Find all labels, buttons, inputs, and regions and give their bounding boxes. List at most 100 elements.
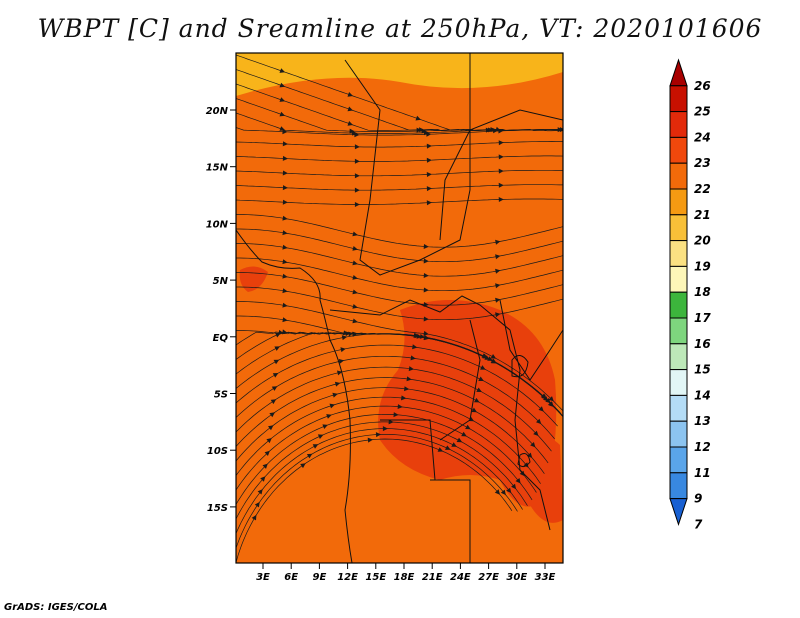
streamline: [236, 98, 562, 132]
streamline-arrow: [282, 230, 288, 236]
streamline-arrow: [352, 260, 358, 266]
map-area: [236, 53, 563, 563]
streamline-arrow: [354, 202, 360, 207]
streamline-arrow: [317, 434, 324, 439]
streamline-arrow: [413, 332, 419, 338]
streamline-arrow: [282, 141, 288, 147]
streamline: [236, 333, 561, 414]
streamline-arrow: [382, 426, 388, 432]
map-title: WBPT [C] and Sreamline at 250hPa, VT: 20…: [37, 14, 763, 43]
streamline-arrow: [538, 406, 544, 412]
streamline-arrow: [274, 346, 280, 351]
streamline: [236, 286, 563, 321]
streamline-arrow: [282, 302, 288, 308]
streamline-arrow: [282, 288, 288, 294]
streamline-arrow: [332, 392, 338, 398]
streamline-arrow: [456, 437, 463, 443]
colorbar-segment: [669, 111, 688, 138]
streamline-arrow: [530, 442, 536, 448]
colorbar-label: 26: [694, 79, 711, 93]
colorbar-segment: [669, 214, 688, 242]
colorbar-label: 21: [694, 208, 711, 222]
streamline-arrow: [495, 239, 501, 245]
streamline-arrow: [500, 489, 506, 496]
streamline-arrow: [264, 450, 270, 456]
streamline-arrow: [495, 283, 501, 289]
streamline-arrow: [426, 172, 432, 177]
colorbar-segment: [669, 343, 688, 371]
lon-tick-label: 3E: [256, 572, 270, 583]
streamline-arrow: [423, 273, 429, 278]
streamline-arrow: [476, 387, 482, 392]
streamline-arrow: [495, 312, 501, 318]
lat-tick-label: 15N: [206, 163, 229, 174]
colorbar-segment: [669, 240, 688, 267]
streamline-arrow: [349, 128, 355, 134]
streamline-arrow: [423, 258, 429, 264]
streamline: [236, 214, 563, 248]
streamline-arrow: [408, 366, 414, 372]
lon-tick-label: 18E: [394, 572, 415, 583]
streamline-arrow: [352, 275, 358, 280]
streamline-arrow: [423, 287, 429, 293]
colorbar-label: 24: [694, 130, 711, 144]
streamline-arrow: [354, 144, 360, 150]
streamline: [236, 421, 528, 520]
streamline-arrow: [271, 386, 278, 391]
colorbar: 26 25 24 23 22 21 20 19 18 17 16 15 14 13 12 11 9 7: [669, 58, 711, 531]
colorbar-segment: [669, 136, 688, 164]
streamline-arrow: [423, 316, 429, 322]
streamline-arrow: [423, 330, 429, 336]
streamline-arrow: [437, 447, 444, 452]
colorbar-segment: [669, 85, 688, 113]
lon-tick-label: 30E: [506, 572, 527, 583]
streamline-arrow: [481, 353, 488, 358]
lat-tick-label: 5N: [213, 276, 229, 287]
lat-tick-label: 10N: [206, 219, 229, 230]
temperature-field-north-cool: [236, 53, 563, 96]
lon-tick-label: 27E: [478, 572, 499, 583]
temperature-field-warm-east: [518, 436, 563, 523]
colorbar-segment: [669, 472, 688, 500]
streamline-arrow: [300, 463, 306, 469]
streamline-arrow: [352, 304, 358, 309]
streamline-arrow: [269, 412, 275, 418]
coastlines: [236, 53, 563, 563]
streamline-arrow: [498, 182, 504, 188]
streamline-arrow: [397, 404, 403, 409]
lake-outline: [511, 355, 531, 468]
streamline: [236, 438, 513, 563]
streamline: [236, 428, 523, 534]
longitude-axis: 3E 6E 9E 12E 15E 18E 21E 24E 27E 30E 33E: [256, 563, 556, 583]
streamline: [236, 155, 563, 162]
streamline-arrow: [352, 246, 358, 251]
streamline-arrow: [279, 97, 286, 102]
temperature-field-warm-core: [378, 300, 557, 507]
colorbar-label: 16: [694, 337, 711, 351]
streamline-arrow: [423, 244, 429, 249]
streamline-arrow: [354, 132, 360, 138]
streamline-arrow: [498, 197, 504, 202]
streamline-arrow: [519, 470, 525, 477]
streamline-arrow: [257, 489, 263, 495]
lat-tick-label: 5S: [214, 390, 228, 401]
streamline-arrow: [465, 424, 471, 430]
streamline-arrow: [478, 376, 484, 381]
streamline-arrow: [515, 478, 521, 484]
streamline-arrow: [282, 199, 288, 205]
colorbar-label: 14: [694, 388, 711, 402]
streamline: [236, 414, 533, 505]
streamline-arrow: [340, 347, 346, 353]
streamline-arrow: [352, 318, 358, 324]
streamline-arrow: [367, 437, 373, 443]
streamline-arrow: [352, 231, 358, 237]
streamline-arrow: [268, 425, 274, 431]
lon-tick-label: 33E: [535, 572, 556, 583]
streamline-arrow: [426, 143, 432, 149]
colorbar-bottom-arrow: [669, 498, 688, 526]
colorbar-label: 17: [694, 311, 711, 325]
colorbar-label: 11: [694, 466, 711, 480]
streamline-arrow: [527, 452, 533, 458]
streamline-arrow: [461, 431, 467, 437]
streamline-arrow: [326, 414, 332, 419]
